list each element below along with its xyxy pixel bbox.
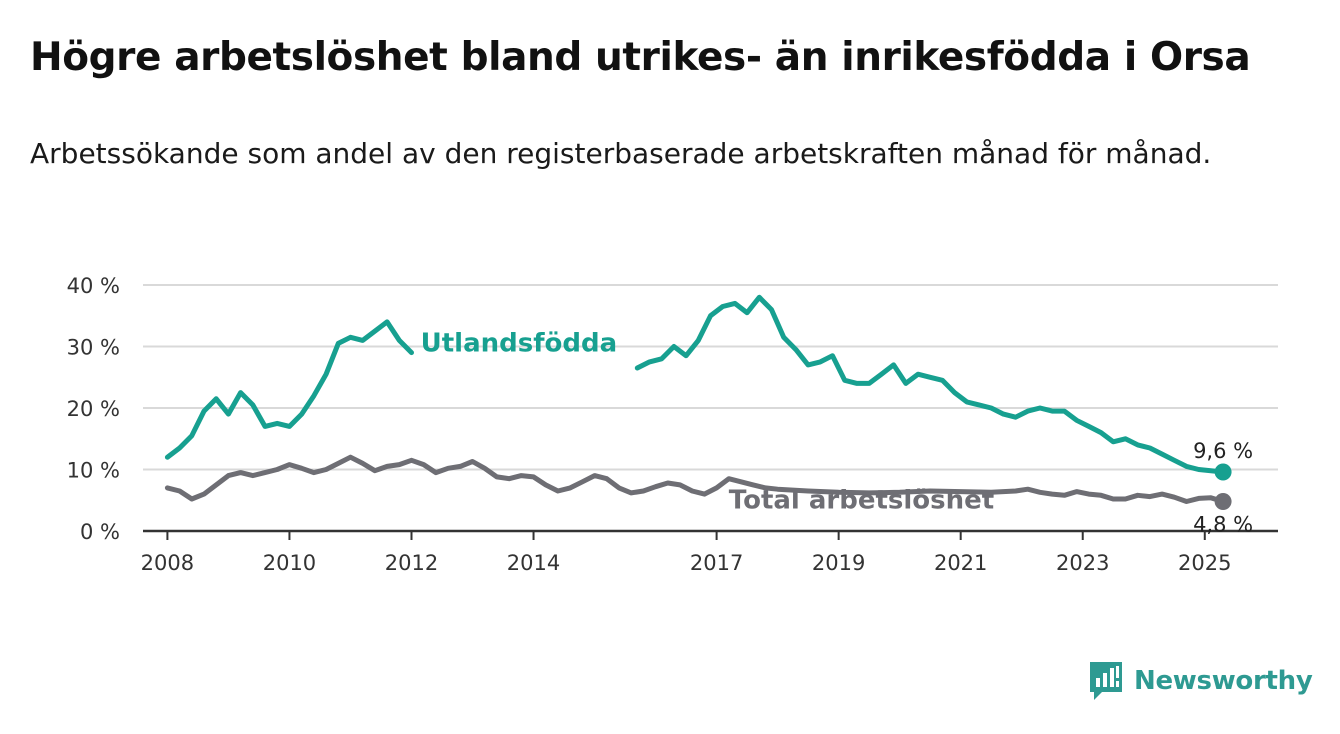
y-axis-ticks: 0 % 10 % 20 % 30 % 40 %	[67, 274, 120, 544]
foreign-born-end-marker	[1214, 463, 1232, 481]
x-tick-label: 2025	[1178, 551, 1231, 575]
newsworthy-logo-icon	[1090, 662, 1122, 700]
foreign-born-end-label: 9,6 %	[1193, 439, 1253, 463]
y-tick-label: 40 %	[67, 274, 120, 298]
brand-name: Newsworthy	[1134, 666, 1313, 696]
total-unemployment-line	[164, 454, 1226, 504]
y-tick-label: 20 %	[67, 397, 120, 421]
newsworthy-brand: Newsworthy	[1088, 660, 1313, 702]
series-labels: Utlandsfödda Total arbetslöshet 9,6 % 4,8 %	[421, 328, 1253, 536]
x-tick-label: 2008	[141, 551, 194, 575]
x-tick-label: 2021	[934, 551, 987, 575]
x-axis-ticks: 2008 2010 2012 2014 2017 2019 2021 2023 2025	[141, 531, 1232, 575]
total-end-label: 4,8 %	[1193, 512, 1253, 536]
foreign-born-label: Utlandsfödda	[421, 328, 618, 358]
x-tick-label: 2023	[1056, 551, 1109, 575]
x-tick-label: 2017	[690, 551, 743, 575]
foreign-born-line	[164, 319, 414, 460]
y-tick-label: 30 %	[67, 336, 120, 360]
y-tick-label: 0 %	[80, 520, 120, 544]
x-tick-label: 2019	[812, 551, 865, 575]
gridlines	[143, 284, 1278, 533]
foreign-born-line	[634, 294, 1226, 475]
total-unemployment-label: Total arbetslöshet	[729, 485, 994, 515]
x-tick-label: 2014	[507, 551, 560, 575]
y-tick-label: 10 %	[67, 459, 120, 483]
x-tick-label: 2012	[385, 551, 438, 575]
chart-subtitle: Arbetssökande som andel av den registerb…	[30, 137, 1212, 170]
x-tick-label: 2010	[263, 551, 316, 575]
total-end-marker	[1214, 492, 1232, 510]
series-lines	[164, 294, 1232, 510]
chart-title: Högre arbetslöshet bland utrikes- än inr…	[30, 35, 1251, 80]
